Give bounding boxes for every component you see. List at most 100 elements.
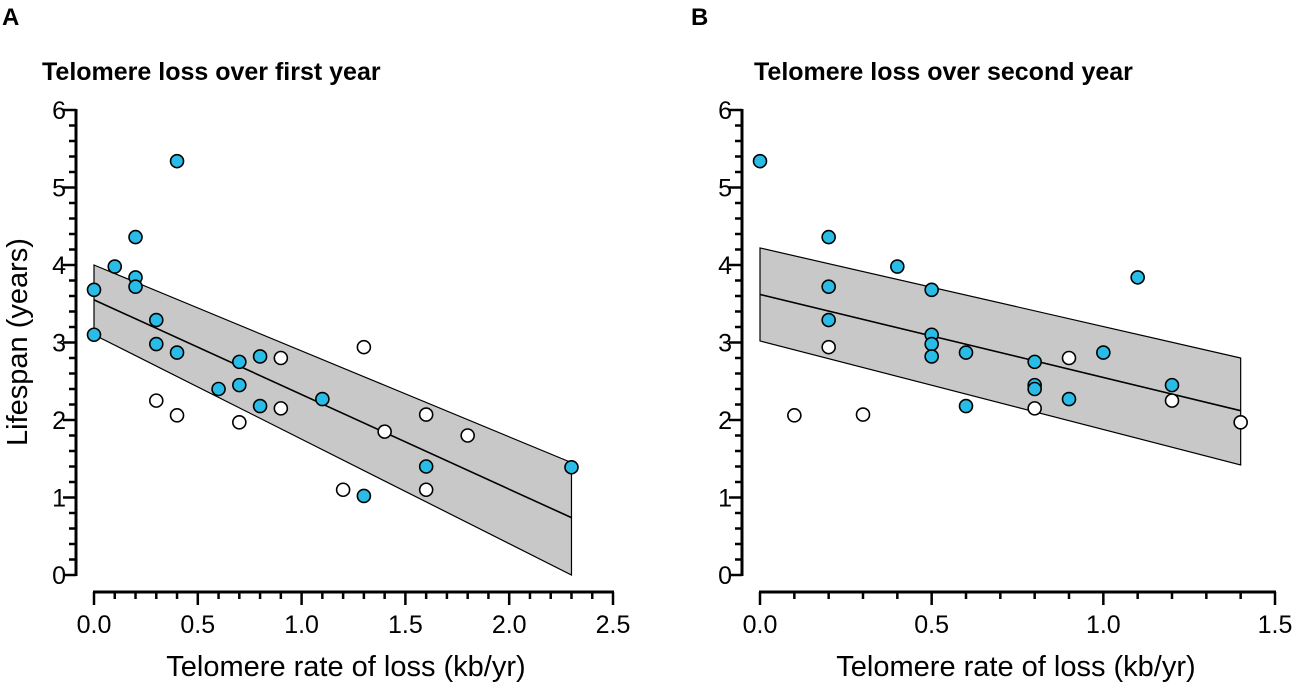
data-point-filled — [564, 459, 579, 475]
data-point-filled — [232, 354, 247, 370]
x-tick-labels-b: 0.0 0.5 1.0 1.5 — [743, 611, 1293, 639]
panel-a: A Telomere loss over first year 0.0 0.5 1.… — [2, 4, 630, 683]
x-tick-label: 1.5 — [388, 611, 423, 639]
x-axis-label-a: Telomere rate of loss (kb/yr) — [166, 651, 525, 683]
y-tick-label: 2 — [52, 407, 66, 435]
data-point-filled — [1027, 381, 1042, 397]
y-tick-label: 1 — [52, 485, 66, 513]
x-tick-label: 1.5 — [1258, 611, 1293, 639]
y-tick-label: 4 — [52, 252, 66, 280]
y-tick-label: 3 — [52, 330, 66, 358]
x-axis-label-b: Telomere rate of loss (kb/yr) — [836, 651, 1195, 683]
data-point-filled — [107, 259, 123, 274]
data-point-filled — [148, 312, 164, 328]
data-point-open — [418, 407, 434, 422]
chart-title-a: Telomere loss over first year — [42, 58, 381, 86]
y-tick-labels-a: 0 1 2 3 4 5 6 — [52, 97, 66, 590]
data-point-filled — [128, 279, 143, 295]
confidence-band-layer-a — [93, 264, 573, 576]
x-tick-label: 0.5 — [180, 611, 215, 639]
axes-b — [729, 108, 1277, 605]
data-point-open — [273, 401, 289, 416]
data-point-filled — [252, 349, 268, 364]
data-point-filled — [86, 327, 102, 343]
data-point-filled — [752, 153, 768, 169]
data-point-filled — [1061, 391, 1077, 407]
data-point-open — [787, 408, 802, 423]
x-tick-label: 1.0 — [284, 611, 319, 639]
data-point-open — [377, 424, 392, 439]
data-point-filled — [958, 345, 974, 360]
panel-letter-a: A — [2, 4, 19, 31]
y-tick-label: 4 — [718, 252, 732, 280]
y-axis-label-a: Lifespan (years) — [2, 238, 34, 446]
data-point-open — [1061, 350, 1077, 366]
data-point-filled — [821, 279, 836, 295]
data-point-open — [460, 428, 475, 443]
data-point-filled — [211, 381, 226, 397]
confidence-band — [759, 247, 1242, 466]
confidence-band — [93, 264, 573, 576]
y-tick-labels-b: 0 1 2 3 4 5 6 — [718, 97, 732, 590]
data-point-open — [273, 350, 289, 366]
data-point-filled — [1164, 377, 1180, 393]
data-point-open — [232, 415, 247, 430]
data-point-open — [169, 408, 185, 423]
data-point-filled — [356, 488, 372, 504]
data-point-filled — [821, 312, 836, 328]
panel-b: B Telomere loss over second year 0.0 0.5 1… — [691, 4, 1292, 683]
y-tick-label: 6 — [718, 97, 732, 125]
x-tick-label: 1.0 — [1086, 611, 1121, 639]
y-tick-label: 5 — [52, 175, 66, 203]
data-point-open — [855, 407, 871, 422]
data-point-open — [418, 482, 434, 498]
data-point-open — [1233, 415, 1248, 430]
data-point-filled — [128, 229, 143, 245]
confidence-band-layer-b — [759, 247, 1242, 466]
data-point-filled — [315, 391, 330, 407]
y-tick-label: 0 — [52, 562, 66, 590]
data-point-open — [1027, 401, 1042, 416]
regression-line-layer-b — [759, 293, 1241, 412]
axes-a — [63, 108, 615, 605]
chart-title-b: Telomere loss over second year — [754, 58, 1133, 86]
data-point-filled — [169, 345, 185, 360]
data-point-filled — [148, 336, 164, 352]
y-tick-label: 5 — [718, 175, 732, 203]
regression-line — [93, 299, 572, 519]
data-point-filled — [1096, 345, 1111, 360]
data-point-open — [335, 482, 351, 498]
y-tick-label: 6 — [52, 97, 66, 125]
y-tick-label: 0 — [718, 562, 732, 590]
x-tick-label: 0.5 — [914, 611, 949, 639]
data-point-filled — [958, 398, 974, 414]
x-tick-label: 0.0 — [743, 611, 778, 639]
x-tick-label: 0.0 — [77, 611, 112, 639]
regression-line — [759, 293, 1241, 412]
data-point-filled — [1027, 354, 1042, 370]
data-point-filled — [890, 259, 905, 274]
y-tick-label: 3 — [718, 330, 732, 358]
data-point-open — [148, 393, 164, 408]
data-point-open — [356, 339, 372, 355]
scatter-points-b — [752, 153, 1248, 430]
regression-line-layer-a — [93, 299, 572, 519]
data-point-filled — [924, 282, 939, 298]
data-point-filled — [418, 459, 434, 474]
data-point-open — [1164, 393, 1180, 408]
data-point-filled — [86, 282, 102, 298]
y-tick-label: 1 — [718, 485, 732, 513]
data-point-filled — [924, 349, 939, 364]
data-point-filled — [169, 153, 185, 169]
scatter-points-a — [86, 153, 579, 504]
x-tick-label: 2.0 — [492, 611, 527, 639]
x-tick-label: 2.5 — [596, 611, 631, 639]
data-point-filled — [232, 377, 247, 393]
data-point-filled — [821, 229, 836, 245]
data-point-filled — [252, 398, 268, 414]
panel-letter-b: B — [691, 4, 708, 31]
data-point-open — [821, 339, 836, 355]
y-tick-label: 2 — [718, 407, 732, 435]
x-tick-labels-a: 0.0 0.5 1.0 1.5 2.0 2.5 — [77, 611, 631, 639]
